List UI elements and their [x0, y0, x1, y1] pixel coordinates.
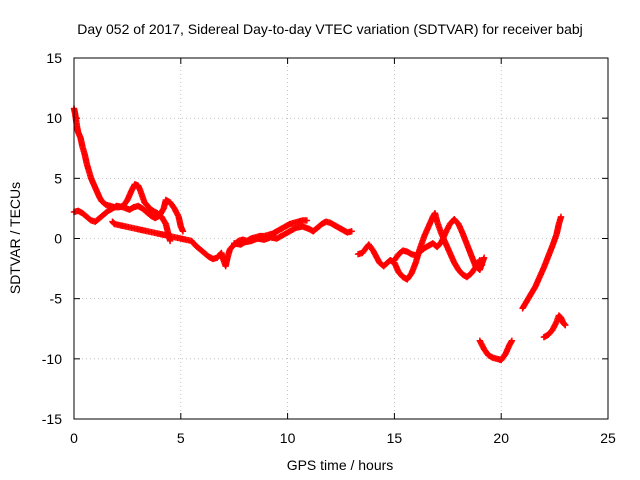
data-point — [480, 254, 488, 261]
y-axis-label: SDTVAR / TECUs — [7, 182, 23, 294]
y-tick-label: -15 — [42, 411, 62, 427]
series-trace-g — [476, 337, 516, 364]
series-trace-d — [231, 218, 355, 248]
x-axis-label: GPS time / hours — [287, 457, 394, 473]
series-trace-i — [540, 312, 569, 341]
y-tick-label: 0 — [54, 231, 62, 247]
data-point — [557, 213, 565, 221]
y-tick-label: 10 — [46, 110, 62, 126]
chart-title: Day 052 of 2017, Sidereal Day-to-day VTE… — [77, 21, 583, 37]
data-point — [348, 228, 355, 235]
series-trace-c — [109, 217, 311, 270]
data-point — [179, 228, 187, 235]
series-trace-a — [70, 105, 174, 245]
data-series — [70, 105, 569, 364]
series-trace-h — [519, 213, 565, 312]
data-point — [303, 217, 311, 224]
data-point — [562, 321, 569, 329]
plot-frame — [73, 57, 609, 420]
y-tick-label: -5 — [50, 291, 63, 307]
x-tick-label: 10 — [280, 430, 296, 446]
x-tick-label: 5 — [177, 430, 185, 446]
series-trace-f — [391, 216, 488, 273]
series-trace-b — [70, 196, 187, 235]
x-tick-label: 20 — [493, 430, 509, 446]
x-tick-label: 15 — [387, 430, 403, 446]
axis-ticks: 0 5 10 15 20 25 -15 -10 -5 0 5 10 15 — [42, 50, 616, 446]
data-point — [508, 337, 516, 344]
x-tick-label: 0 — [70, 430, 78, 446]
y-tick-label: -10 — [42, 351, 62, 367]
x-tick-label: 25 — [600, 430, 616, 446]
y-tick-label: 15 — [46, 50, 62, 66]
y-tick-label: 5 — [54, 170, 62, 186]
grid-lines — [74, 58, 608, 419]
